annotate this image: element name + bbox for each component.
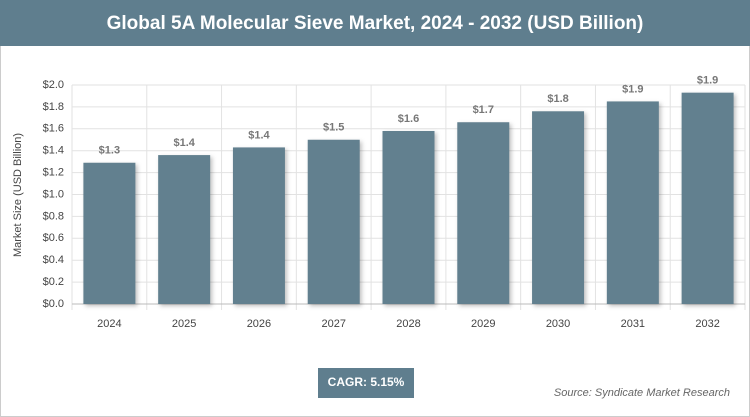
bar (307, 139, 360, 304)
x-tick-label: 2031 (621, 318, 645, 330)
cagr-annotation: CAGR: 5.15% (328, 375, 405, 389)
value-label: $1.6 (398, 113, 419, 125)
x-tick-label: 2025 (172, 318, 196, 330)
y-tick-label: $0.0 (43, 298, 64, 310)
value-label: $1.8 (547, 93, 568, 105)
cagr-box (318, 368, 414, 398)
x-tick-label: 2032 (695, 318, 719, 330)
y-tick-label: $1.2 (43, 167, 64, 179)
header-bar (0, 0, 750, 46)
value-label: $1.4 (248, 129, 270, 141)
bar (681, 92, 734, 304)
value-label: $1.9 (622, 83, 643, 95)
bar (457, 122, 510, 304)
x-tick-label: 2029 (471, 318, 495, 330)
value-label: $1.7 (473, 104, 494, 116)
bar (83, 162, 136, 304)
y-tick-label: $1.0 (43, 188, 64, 200)
value-label: $1.3 (99, 145, 120, 157)
x-tick-label: 2028 (396, 318, 420, 330)
x-tick-label: 2027 (321, 318, 345, 330)
bar (382, 130, 435, 304)
value-label: $1.5 (323, 122, 344, 134)
y-tick-label: $1.4 (43, 145, 64, 157)
y-axis-label: Market Size (USD Billion) (12, 133, 24, 257)
value-label: $1.4 (173, 137, 195, 149)
bar (532, 111, 585, 304)
x-tick-label: 2026 (247, 318, 271, 330)
y-tick-label: $0.6 (43, 232, 64, 244)
y-tick-label: $0.8 (43, 210, 64, 222)
y-tick-label: $0.2 (43, 276, 64, 288)
source-note: Source: Syndicate Market Research (554, 387, 730, 399)
bar (158, 155, 211, 304)
x-tick-label: 2024 (97, 318, 121, 330)
value-label: $1.9 (697, 75, 718, 87)
y-tick-label: $1.6 (43, 123, 64, 135)
x-tick-label: 2030 (546, 318, 570, 330)
chart-title: Global 5A Molecular Sieve Market, 2024 -… (107, 13, 644, 34)
bar (232, 147, 285, 304)
y-tick-label: $0.4 (43, 254, 64, 266)
y-tick-label: $2.0 (43, 79, 64, 91)
bar (606, 101, 659, 304)
y-tick-label: $1.8 (43, 101, 64, 113)
